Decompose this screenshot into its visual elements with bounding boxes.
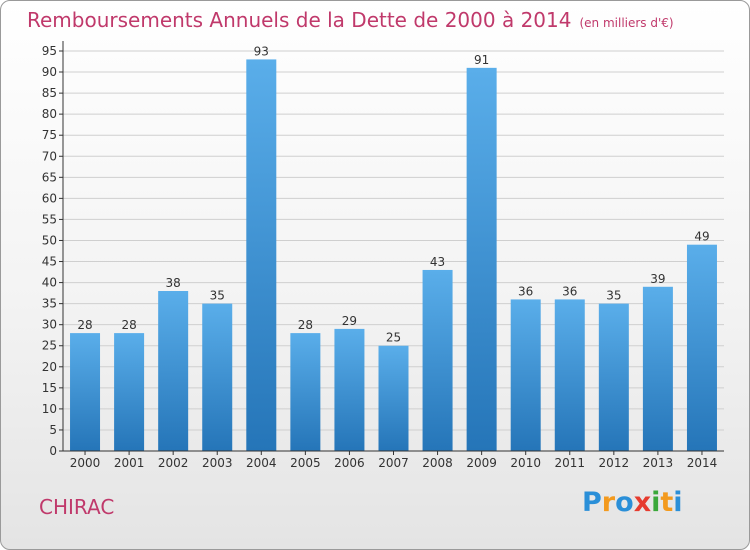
y-tick-label: 80 <box>42 107 57 121</box>
x-tick-label: 2009 <box>466 456 497 470</box>
y-tick-label: 85 <box>42 86 57 100</box>
data-label: 28 <box>298 318 313 332</box>
bar <box>158 291 189 451</box>
y-tick-label: 75 <box>42 128 57 142</box>
bar <box>598 303 629 451</box>
chart-title-text: Remboursements Annuels de la Dette de 20… <box>27 8 572 32</box>
logo-letter: r <box>601 487 616 518</box>
x-tick-label: 2011 <box>554 456 585 470</box>
bar <box>642 286 673 451</box>
y-tick-label: 35 <box>42 297 57 311</box>
x-tick-label: 2014 <box>687 456 718 470</box>
x-tick-label: 2005 <box>290 456 321 470</box>
y-tick-label: 90 <box>42 65 57 79</box>
bar <box>202 303 233 451</box>
x-tick-label: 2008 <box>422 456 453 470</box>
bar <box>422 269 453 451</box>
bar <box>290 333 321 451</box>
bar <box>334 328 365 451</box>
y-tick-label: 25 <box>42 339 57 353</box>
data-label: 91 <box>474 53 489 67</box>
logo-letter: t <box>660 487 674 518</box>
bar <box>246 59 277 451</box>
chart-unit-label: (en milliers d'€) <box>579 16 674 30</box>
data-label: 35 <box>210 289 225 303</box>
x-tick-label: 2012 <box>599 456 630 470</box>
data-label: 35 <box>606 289 621 303</box>
y-tick-label: 40 <box>42 276 57 290</box>
data-label: 49 <box>694 230 709 244</box>
bar <box>510 299 541 451</box>
y-tick-label: 60 <box>42 191 57 205</box>
data-label: 28 <box>121 318 136 332</box>
logo-letter: P <box>582 487 602 518</box>
y-tick-label: 45 <box>42 255 57 269</box>
bar <box>686 244 717 451</box>
x-tick-label: 2007 <box>378 456 409 470</box>
axes <box>59 41 724 455</box>
y-tick-label: 15 <box>42 381 57 395</box>
data-label: 38 <box>166 276 181 290</box>
x-tick-label: 2000 <box>70 456 101 470</box>
x-tick-label: 2002 <box>158 456 189 470</box>
logo-letter: x <box>633 487 652 518</box>
x-tick-label: 2006 <box>334 456 365 470</box>
y-tick-label: 70 <box>42 149 57 163</box>
bar <box>70 333 101 451</box>
data-label: 28 <box>77 318 92 332</box>
data-label: 43 <box>430 255 445 269</box>
bar <box>378 345 409 451</box>
bar <box>466 67 497 451</box>
x-tick-label: 2004 <box>246 456 277 470</box>
x-tick-label: 2003 <box>202 456 233 470</box>
bar <box>114 333 145 451</box>
data-label: 93 <box>254 44 269 58</box>
logo-letter: i <box>673 487 683 518</box>
y-tick-label: 30 <box>42 318 57 332</box>
y-tick-label: 5 <box>49 423 57 437</box>
data-label: 29 <box>342 314 357 328</box>
bars <box>70 59 717 451</box>
data-label: 36 <box>518 284 533 298</box>
x-tick-label: 2013 <box>643 456 674 470</box>
x-tick-label: 2001 <box>114 456 145 470</box>
labels: 0 5 10 15 20 25 30 35 40 45 50 55 60 65 70 75 80 85 90 95 28… <box>42 44 718 470</box>
y-tick-label: 10 <box>42 402 57 416</box>
data-label: 36 <box>562 284 577 298</box>
x-tick-label: 2010 <box>510 456 541 470</box>
y-tick-label: 55 <box>42 212 57 226</box>
y-tick-label: 50 <box>42 233 57 247</box>
y-tick-label: 65 <box>42 170 57 184</box>
y-tick-label: 95 <box>42 44 57 58</box>
bar <box>554 299 585 451</box>
commune-name: CHIRAC <box>39 495 115 519</box>
logo-letter: o <box>615 487 634 518</box>
proxiti-logo: Proxiti <box>582 487 683 518</box>
data-label: 25 <box>386 331 401 345</box>
y-tick-label: 0 <box>49 444 57 458</box>
logo-letter: i <box>651 487 661 518</box>
chart-title: Remboursements Annuels de la Dette de 20… <box>27 8 674 32</box>
data-label: 39 <box>650 272 665 286</box>
y-tick-label: 20 <box>42 360 57 374</box>
